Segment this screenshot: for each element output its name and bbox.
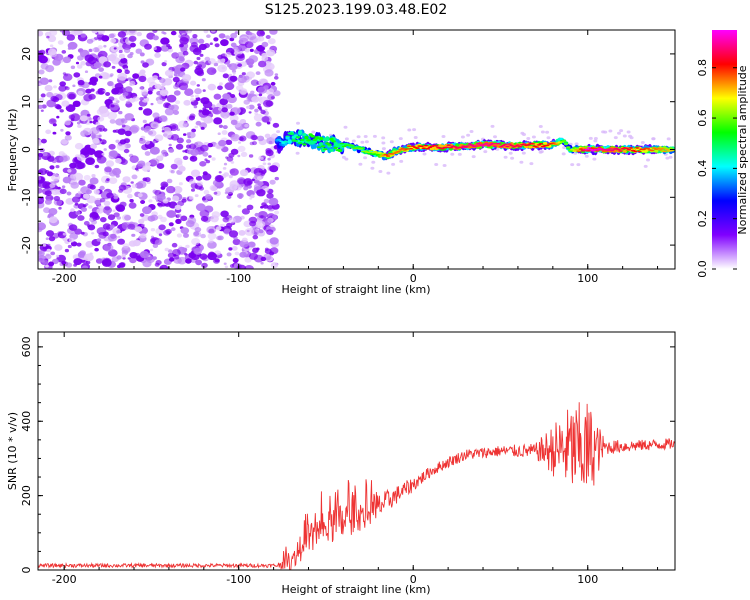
snr-frame bbox=[37, 331, 676, 571]
snr-xtick-label: 0 bbox=[410, 573, 417, 586]
snr-xtick-label: -100 bbox=[226, 573, 251, 586]
spectrogram-xtick-label: -100 bbox=[226, 272, 251, 285]
spectrogram-ytick-label: -10 bbox=[20, 188, 33, 206]
colorbar-label: Normalized spectral amplitude bbox=[736, 65, 749, 234]
snr-ytick-label: 200 bbox=[20, 485, 33, 506]
colorbar-tick-label: 0.8 bbox=[696, 59, 709, 77]
snr-ytick-label: 600 bbox=[20, 336, 33, 357]
spectrogram-ylabel: Frequency (Hz) bbox=[6, 109, 19, 192]
spectrogram-xtick-label: 100 bbox=[577, 272, 598, 285]
colorbar-tick-label: 0.2 bbox=[696, 210, 709, 228]
snr-line bbox=[38, 402, 675, 570]
snr-xlabel: Height of straight line (km) bbox=[281, 583, 430, 596]
spectrogram-xtick-label: 0 bbox=[410, 272, 417, 285]
spectrogram-ytick-label: 20 bbox=[20, 47, 33, 61]
snr-xtick-label: 100 bbox=[577, 573, 598, 586]
spectrogram-xtick-label: -200 bbox=[52, 272, 77, 285]
colorbar bbox=[712, 30, 737, 269]
snr-panel: -200 -100 0 100 0 200 400 600 Height of straigh… bbox=[6, 331, 676, 596]
spectrogram-ytick-label: 0 bbox=[20, 146, 33, 153]
snr-ytick-label: 400 bbox=[20, 411, 33, 432]
spectrogram-ytick-label: -20 bbox=[20, 236, 33, 254]
snr-plot bbox=[38, 402, 675, 570]
colorbar-tick-label: 0.6 bbox=[696, 109, 709, 127]
snr-ylabel: SNR (10 * v/v) bbox=[6, 412, 19, 490]
spectrogram-xlabel: Height of straight line (km) bbox=[281, 283, 430, 296]
colorbar-ticks: 0.0 0.2 0.4 0.6 0.8 bbox=[696, 59, 737, 278]
spectrogram-ytick-label: 10 bbox=[20, 95, 33, 109]
colorbar-tick-label: 0.0 bbox=[696, 260, 709, 278]
noise-speckle bbox=[38, 30, 281, 269]
colorbar-tick-label: 0.4 bbox=[696, 160, 709, 178]
snr-axes: -200 -100 0 100 0 200 400 600 bbox=[20, 332, 675, 586]
snr-xtick-label: -200 bbox=[52, 573, 77, 586]
spectral-ridge bbox=[274, 129, 675, 161]
spectrogram-image bbox=[38, 30, 675, 269]
figure-title: S125.2023.199.03.48.E02 bbox=[265, 2, 448, 18]
snr-ytick-label: 0 bbox=[20, 567, 33, 574]
